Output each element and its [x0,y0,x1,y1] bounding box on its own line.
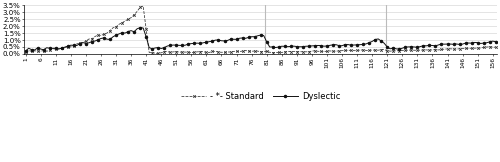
Line: - *- Standard: - *- Standard [24,5,497,55]
- *- Standard [22,51,28,53]
Dyslectic [38,48,44,50]
- *- Standard [46,49,52,51]
Dyslectic [200,42,206,44]
- *- Standard [300,51,306,53]
- *- Standard [492,46,498,48]
Line: Dyslectic: Dyslectic [24,27,497,52]
- *- Standard [140,5,146,7]
- *- Standard [155,52,161,54]
Dyslectic [137,27,143,29]
Dyslectic [22,50,28,52]
- *- Standard [204,52,210,53]
Legend: - *- Standard, Dyslectic: - *- Standard, Dyslectic [178,88,344,104]
- *- Standard [152,52,158,54]
Dyslectic [152,47,158,49]
- *- Standard [408,49,414,51]
Dyslectic [46,47,52,49]
Dyslectic [406,46,411,48]
Dyslectic [297,46,303,48]
- *- Standard [38,50,44,52]
Dyslectic [492,41,498,43]
